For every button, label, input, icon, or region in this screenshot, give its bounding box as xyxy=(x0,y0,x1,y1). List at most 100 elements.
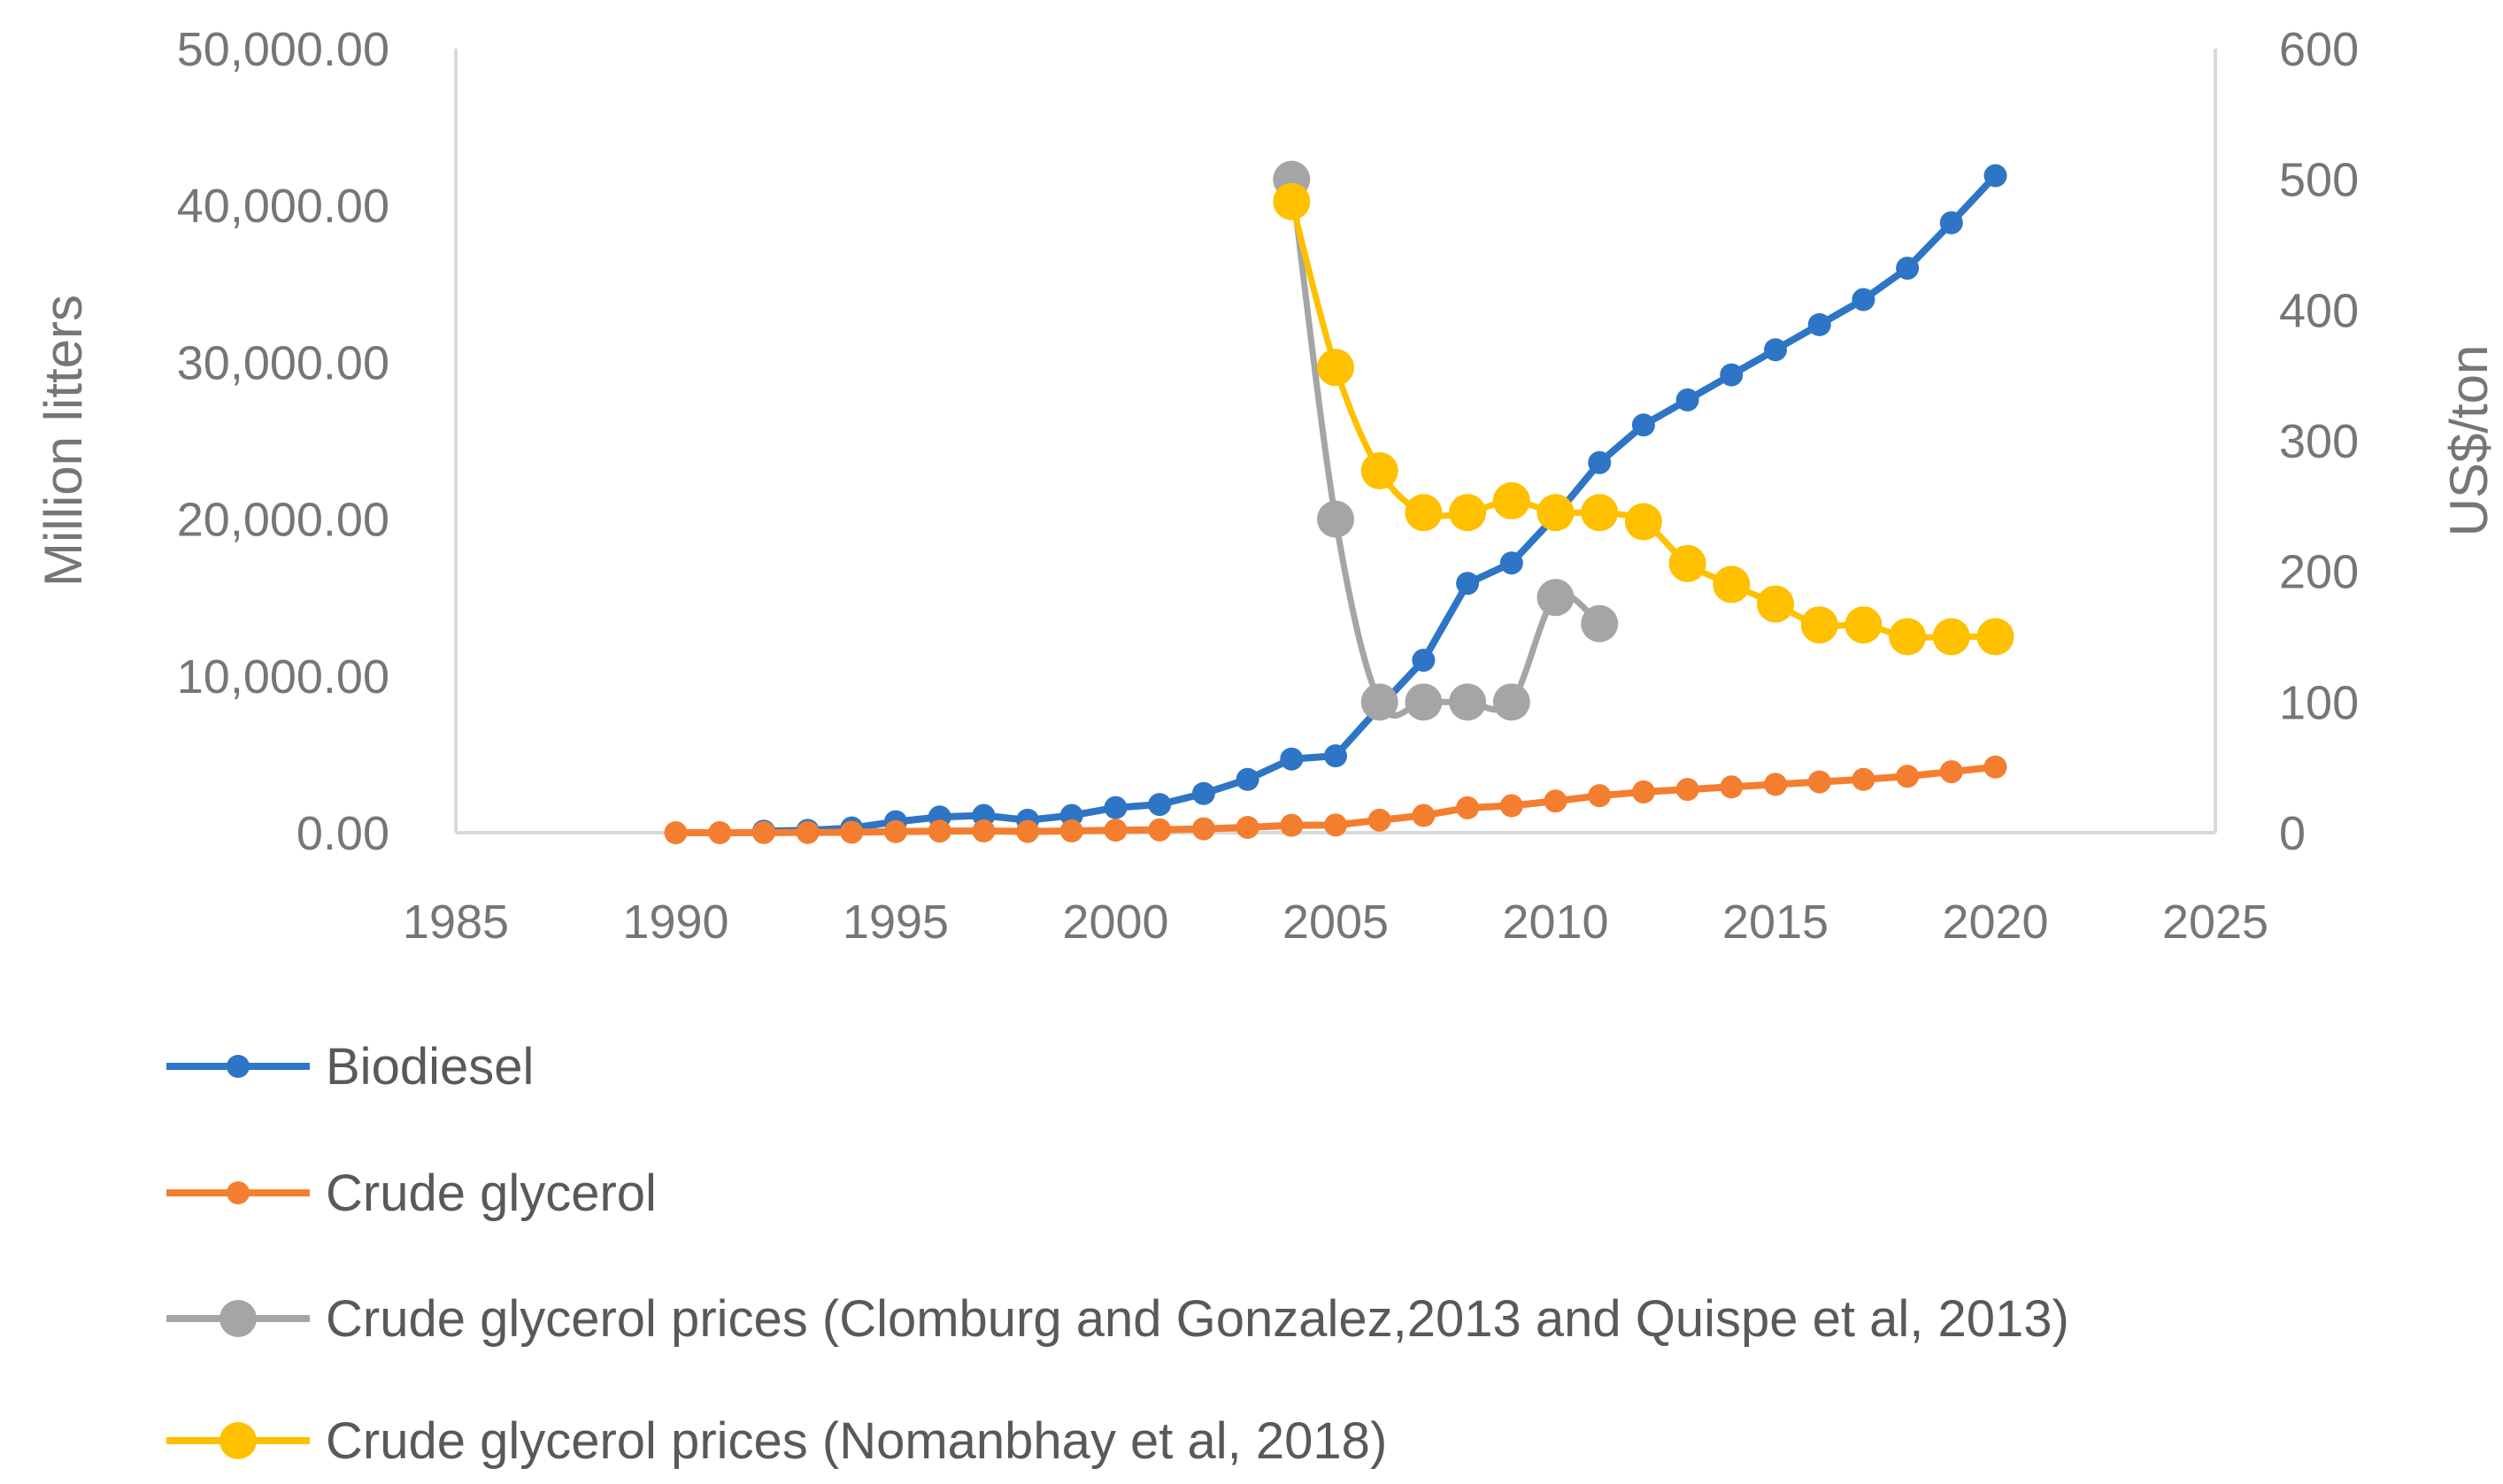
y-axis-title: Million litters xyxy=(34,295,93,587)
legend-swatch-marker xyxy=(219,1422,257,1459)
data-point xyxy=(928,819,951,843)
data-point xyxy=(1360,683,1398,721)
x-tick-label: 2010 xyxy=(1502,896,1608,949)
data-point xyxy=(664,821,688,844)
data-point xyxy=(708,821,732,844)
data-point xyxy=(1852,767,1875,791)
data-point xyxy=(1499,551,1523,575)
data-point xyxy=(796,820,820,844)
data-point xyxy=(1456,572,1480,596)
series-3 xyxy=(1273,160,1619,721)
legend-swatch-marker xyxy=(227,1055,250,1078)
x-tick-label: 2020 xyxy=(1942,896,2048,949)
data-point xyxy=(1807,770,1831,794)
data-point xyxy=(1148,818,1172,842)
y-tick-label: 10,000.00 xyxy=(177,650,389,704)
x-tick-label: 1995 xyxy=(843,896,949,949)
data-point xyxy=(1317,349,1354,387)
data-point xyxy=(1367,808,1391,832)
series-1 xyxy=(751,164,2007,843)
data-point xyxy=(1675,388,1699,411)
x-tick-label: 2015 xyxy=(1722,896,1829,949)
data-point xyxy=(1976,618,2014,656)
data-point xyxy=(1668,544,1706,582)
right-y-tick-labels: 0 100 200 300 400 500 600 xyxy=(2279,23,2359,860)
data-point xyxy=(1492,481,1530,519)
data-point xyxy=(1852,288,1875,311)
y2-tick-label: 300 xyxy=(2279,415,2359,468)
data-point xyxy=(1588,450,1612,474)
data-point xyxy=(1324,744,1347,768)
data-point xyxy=(1456,796,1480,819)
data-point xyxy=(1764,338,1787,362)
data-point xyxy=(1631,413,1655,437)
data-point xyxy=(1236,815,1259,839)
data-point xyxy=(1757,585,1794,623)
x-tick-label: 2025 xyxy=(2162,896,2268,949)
data-point xyxy=(1191,781,1215,805)
data-point xyxy=(1939,760,1963,784)
data-point xyxy=(1581,494,1619,532)
data-point xyxy=(1412,804,1436,827)
left-y-tick-labels: 0.00 10,000.00 20,000.00 30,000.00 40,000.00… xyxy=(177,23,389,860)
data-point xyxy=(1360,451,1398,489)
legend: Biodiesel Crude glycerol Crude glycerol pr… xyxy=(166,1038,2069,1470)
data-point xyxy=(1720,363,1744,387)
data-point xyxy=(840,820,864,844)
data-point xyxy=(1932,618,1970,656)
x-tick-label: 1985 xyxy=(403,896,509,949)
data-point xyxy=(1675,778,1699,802)
data-point xyxy=(972,819,996,843)
data-point xyxy=(1280,747,1304,771)
series-2 xyxy=(664,755,2007,844)
x-tick-label: 1990 xyxy=(622,896,728,949)
y2-axis-title: US$/ton xyxy=(2439,345,2499,537)
data-point xyxy=(1324,813,1347,837)
data-point xyxy=(1807,312,1831,336)
y2-tick-label: 200 xyxy=(2279,546,2359,599)
legend-label: Crude glycerol xyxy=(326,1165,657,1222)
data-point xyxy=(1280,813,1304,837)
data-point xyxy=(1713,565,1751,604)
data-point xyxy=(1720,775,1744,799)
legend-label: Crude glycerol prices (Nomanbhay et al, … xyxy=(326,1412,1387,1470)
x-tick-label: 2005 xyxy=(1282,896,1389,949)
y-tick-label: 30,000.00 xyxy=(177,336,389,389)
y-tick-label: 50,000.00 xyxy=(177,23,389,76)
x-tick-label: 2000 xyxy=(1062,896,1168,949)
data-point xyxy=(1016,819,1040,843)
legend-label: Crude glycerol prices (Clomburg and Gonz… xyxy=(326,1290,2069,1348)
data-point xyxy=(1889,618,1927,656)
series-layer xyxy=(664,160,2014,844)
axes xyxy=(454,49,2217,834)
x-tick-labels: 1985 1990 1995 2000 2005 2010 2015 2020 2025 xyxy=(403,896,2268,949)
data-point xyxy=(1236,767,1259,791)
legend-swatch-marker xyxy=(227,1181,250,1204)
data-point xyxy=(1588,784,1612,808)
y-tick-label: 0.00 xyxy=(297,807,389,860)
y2-tick-label: 500 xyxy=(2279,154,2359,207)
data-point xyxy=(1499,794,1523,818)
data-point xyxy=(1191,817,1215,841)
y-tick-label: 40,000.00 xyxy=(177,180,389,233)
legend-swatch-marker xyxy=(219,1300,257,1337)
series-line xyxy=(759,172,1999,835)
data-point xyxy=(1449,494,1487,532)
data-point xyxy=(1059,819,1083,843)
data-point xyxy=(1764,773,1787,796)
data-point xyxy=(1896,257,1920,281)
data-point xyxy=(884,819,907,843)
legend-item: Biodiesel xyxy=(166,1038,534,1096)
data-point xyxy=(1405,494,1443,532)
data-point xyxy=(1536,494,1575,532)
data-point xyxy=(1148,793,1172,817)
data-point xyxy=(1317,500,1354,538)
series-4 xyxy=(1273,182,2014,656)
data-point xyxy=(1405,683,1443,721)
data-point xyxy=(1104,796,1128,819)
data-point xyxy=(1631,780,1655,804)
data-point xyxy=(1624,503,1662,541)
data-point xyxy=(751,820,775,844)
data-point xyxy=(1800,606,1838,644)
